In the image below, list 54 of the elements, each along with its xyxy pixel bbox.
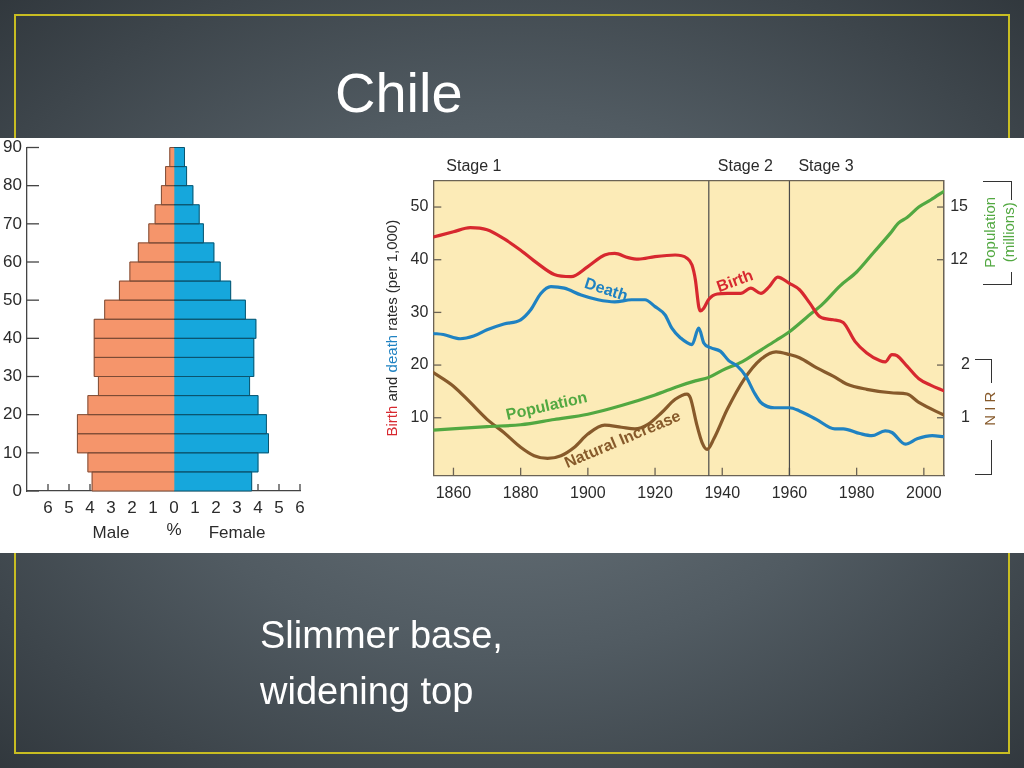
y-tick-label: 20 [3, 404, 22, 424]
y3-tick-label: 2 [961, 355, 971, 373]
y-tick-label: 60 [3, 251, 22, 271]
x-axis-title: % [166, 520, 182, 539]
ref-line-label: Stage 3 [798, 156, 854, 174]
x-tick-label: 1860 [435, 483, 472, 501]
ref-line-label: Stage 2 [717, 156, 774, 174]
y2-axis-title: Population (millions) [981, 196, 1018, 268]
x-tick-label: 1 [190, 497, 200, 517]
x-tick-label: 1880 [502, 483, 539, 501]
y-tick-label: 80 [3, 175, 22, 195]
text: Slimmer base, widening top [260, 613, 504, 714]
x-tick-label: 6 [295, 497, 305, 517]
y-tick-label: 90 [3, 137, 22, 157]
x-tick-label: 1980 [838, 483, 875, 501]
x-tick-label: 4 [85, 497, 95, 517]
y-tick-label: 50 [410, 197, 429, 215]
y-tick-label: 30 [3, 366, 22, 386]
y-axis-title: Birth and death rates (per 1,000) [383, 219, 401, 437]
series-label: Male [92, 523, 130, 542]
y2-tick-label: 15 [950, 197, 969, 215]
line-series [433, 225, 944, 393]
chart-title: Chile [335, 61, 463, 124]
y3-axis-title: N I R [981, 391, 999, 426]
y-tick-label: 10 [410, 408, 429, 426]
x-tick-label: 2 [211, 497, 221, 517]
text: Birth [714, 266, 756, 295]
x-tick-label: 3 [106, 497, 116, 517]
x-tick-label: 2 [127, 497, 137, 517]
x-tick-label: 6 [43, 497, 53, 517]
x-tick-label: 1900 [570, 483, 606, 501]
y-tick-label: 10 [3, 442, 22, 462]
text: Death [582, 274, 631, 304]
x-tick-label: 2000 [906, 483, 942, 501]
x-tick-label: 0 [169, 497, 179, 517]
y3-tick-label: 1 [961, 408, 971, 426]
y-tick-label: 20 [410, 355, 429, 373]
series-label: Female [208, 523, 266, 542]
y-tick-label: 30 [410, 302, 429, 320]
y2-tick-label: 12 [950, 250, 969, 268]
x-tick-label: 1960 [771, 483, 808, 501]
y-tick-label: 40 [410, 250, 429, 268]
x-tick-label: 3 [232, 497, 242, 517]
y-tick-label: 40 [3, 328, 22, 348]
x-tick-label: 5 [64, 497, 74, 517]
y-tick-label: 70 [3, 213, 22, 233]
x-tick-label: 5 [274, 497, 284, 517]
y-tick-label: 50 [3, 289, 22, 309]
x-tick-label: 1920 [637, 483, 673, 501]
x-tick-label: 1 [148, 497, 158, 517]
text: Stage 1 [446, 156, 502, 174]
text: Population [504, 388, 589, 423]
x-tick-label: 1940 [704, 483, 741, 501]
x-tick-label: 4 [253, 497, 263, 517]
